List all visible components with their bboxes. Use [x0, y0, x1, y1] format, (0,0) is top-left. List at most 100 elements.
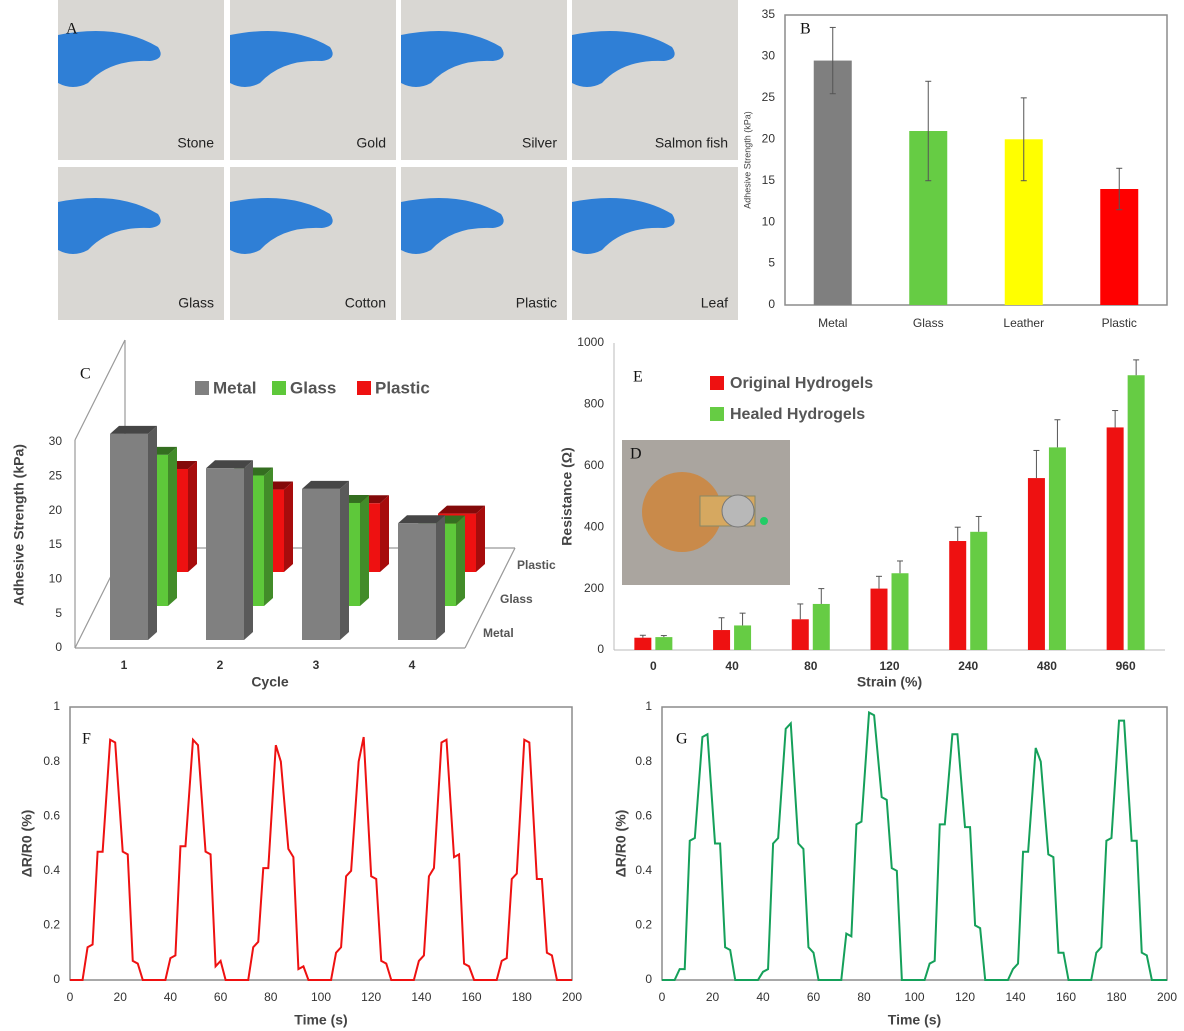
- y-tick-label: 25: [49, 468, 63, 482]
- photo-caption: Stone: [177, 135, 214, 151]
- y-tick-label: 5: [768, 256, 775, 270]
- legend-swatch: [710, 407, 724, 421]
- bar: [734, 625, 751, 650]
- x-axis-title: Cycle: [251, 674, 289, 690]
- y-tick-label: 200: [584, 581, 604, 595]
- bar: [634, 638, 651, 650]
- depth-label: Glass: [500, 592, 533, 606]
- photo-caption: Gold: [356, 135, 386, 151]
- y-tick-label: 600: [584, 458, 604, 472]
- x-tick-label: 140: [1005, 990, 1025, 1004]
- y-axis-title: Resistance (Ω): [559, 447, 575, 545]
- legend-swatch: [710, 376, 724, 390]
- y-tick-label: 30: [49, 434, 63, 448]
- bar: [792, 619, 809, 650]
- plot-frame: [662, 707, 1167, 980]
- x-tick-label: Leather: [1003, 316, 1044, 330]
- x-tick-label: 80: [804, 659, 818, 673]
- inset-led: [760, 517, 768, 525]
- x-tick-label: 40: [725, 659, 739, 673]
- error-bar: [955, 527, 961, 541]
- x-tick-label: Glass: [913, 316, 944, 330]
- error-bar: [661, 636, 667, 638]
- x-tick-label: 60: [807, 990, 821, 1004]
- legend-label: Glass: [290, 378, 336, 397]
- photo-caption: Salmon fish: [655, 135, 728, 151]
- error-bar: [897, 561, 903, 573]
- bar: [713, 630, 730, 650]
- bar: [813, 604, 830, 650]
- figure: Stone Gold Silver Salmon fish Glass Cotton Pla…: [0, 0, 1184, 1031]
- error-bar: [1033, 450, 1039, 478]
- photo-caption: Cotton: [345, 295, 386, 311]
- x-tick-label: 200: [1157, 990, 1177, 1004]
- bar-front: [206, 468, 244, 640]
- x-tick-label: 180: [1106, 990, 1126, 1004]
- line: [662, 712, 1167, 980]
- bar: [814, 61, 852, 305]
- y-tick-label: 10: [762, 214, 776, 228]
- x-tick-label: 120: [955, 990, 975, 1004]
- y-axis-title: Adhesive Strength (kPa): [11, 444, 27, 606]
- y-tick-label: 800: [584, 397, 604, 411]
- bar-side: [168, 447, 177, 606]
- y-tick-label: 0: [645, 972, 652, 986]
- depth-label: Plastic: [517, 558, 556, 572]
- x-tick-label: 4: [409, 658, 416, 672]
- photo-caption: Leaf: [701, 295, 728, 311]
- y-tick-label: 0: [768, 297, 775, 311]
- error-bar: [876, 576, 882, 588]
- legend-label: Plastic: [375, 378, 430, 397]
- bar-side: [436, 515, 445, 640]
- bar-side: [188, 461, 197, 572]
- y-tick-label: 30: [762, 49, 776, 63]
- panel-letter: B: [800, 21, 811, 38]
- bar-side: [340, 481, 349, 640]
- x-tick-label: 20: [706, 990, 720, 1004]
- y-axis-title: ΔR/R0 (%): [613, 810, 629, 878]
- panel-letter: F: [82, 731, 91, 748]
- y-tick-label: 5: [55, 606, 62, 620]
- y-axis-title: Adhesive Strength (kPa): [742, 111, 752, 209]
- y-tick-label: 0: [597, 642, 604, 656]
- x-tick-label: 0: [650, 659, 657, 673]
- panel-letter: G: [676, 731, 688, 748]
- error-bar: [976, 516, 982, 531]
- panel-letter: A: [66, 21, 78, 38]
- x-tick-label: 480: [1037, 659, 1057, 673]
- x-tick-label: 960: [1116, 659, 1136, 673]
- bar: [871, 589, 888, 650]
- y-tick-label: 0.2: [635, 918, 652, 932]
- x-tick-label: 0: [659, 990, 666, 1004]
- x-tick-label: Metal: [818, 316, 847, 330]
- bar-side: [380, 495, 389, 572]
- x-tick-label: 180: [512, 990, 532, 1004]
- panel-letter: D: [630, 446, 642, 463]
- x-axis-title: Time (s): [294, 1012, 347, 1028]
- photo-caption: Silver: [522, 135, 557, 151]
- x-tick-label: 100: [311, 990, 331, 1004]
- x-tick-label: 100: [904, 990, 924, 1004]
- legend-swatch: [357, 381, 371, 395]
- x-tick-label: 20: [114, 990, 128, 1004]
- x-tick-label: 200: [562, 990, 582, 1004]
- plot-frame: [70, 707, 572, 980]
- error-bar: [1133, 360, 1139, 375]
- y-tick-label: 1000: [577, 335, 604, 349]
- bar: [949, 541, 966, 650]
- panel-letter: E: [633, 369, 643, 386]
- bar-side: [148, 426, 157, 640]
- error-bar: [1054, 420, 1060, 448]
- x-tick-label: 40: [756, 990, 770, 1004]
- bar-front: [110, 434, 148, 640]
- x-tick-label: 140: [411, 990, 431, 1004]
- error-bar: [1112, 411, 1118, 428]
- y-tick-label: 1: [53, 699, 60, 713]
- inset-battery: [722, 495, 754, 527]
- bar: [1107, 427, 1124, 650]
- error-bar: [719, 618, 725, 630]
- error-bar: [818, 589, 824, 604]
- bar-side: [476, 506, 485, 572]
- y-tick-label: 0.2: [43, 918, 60, 932]
- y-tick-label: 0.8: [635, 754, 652, 768]
